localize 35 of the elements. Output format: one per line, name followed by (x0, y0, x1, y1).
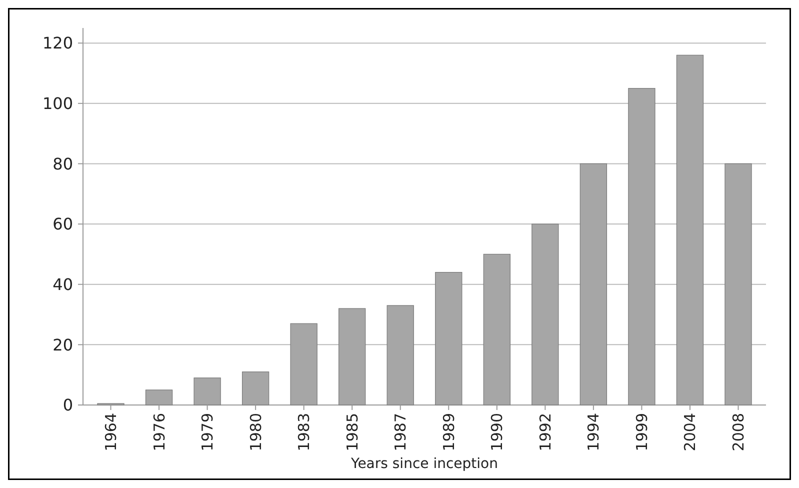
x-tick-label: 1976 (150, 413, 168, 452)
y-tick-label: 40 (52, 274, 73, 294)
bar (435, 272, 462, 406)
y-tick-label: 100 (42, 94, 73, 113)
x-tick-label: 1980 (246, 413, 265, 452)
x-tick-label: 1964 (102, 413, 120, 452)
bar (290, 323, 318, 406)
y-tick-label: 80 (52, 154, 73, 174)
bar (532, 224, 559, 406)
x-tick-label: 1987 (392, 413, 410, 452)
x-tick-label: 1983 (295, 413, 314, 452)
bar (338, 308, 366, 406)
bar (242, 372, 270, 406)
y-tick-label: 20 (52, 335, 73, 354)
bar (386, 305, 414, 406)
x-tick-label: 1990 (488, 413, 506, 452)
x-tick-label: 1985 (343, 413, 362, 452)
bar (194, 378, 221, 406)
x-tick-label: 1989 (440, 413, 458, 452)
x-axis-title: Years since inception (350, 456, 498, 472)
bar (483, 254, 510, 406)
x-tick-label: 2004 (681, 413, 700, 452)
bar (628, 88, 656, 406)
x-tick-label: 2008 (729, 413, 748, 452)
bar (676, 54, 704, 406)
y-tick-label: 120 (42, 34, 73, 53)
x-tick-label: 1992 (536, 413, 554, 452)
x-tick-label: 1979 (198, 413, 217, 452)
x-tick-label: 1994 (584, 413, 603, 452)
x-tick-label: 1999 (632, 413, 651, 452)
bar (145, 390, 173, 406)
bar (724, 163, 752, 406)
y-tick-label: 0 (62, 396, 73, 415)
y-tick-label: 60 (52, 214, 73, 234)
bar (580, 163, 608, 406)
